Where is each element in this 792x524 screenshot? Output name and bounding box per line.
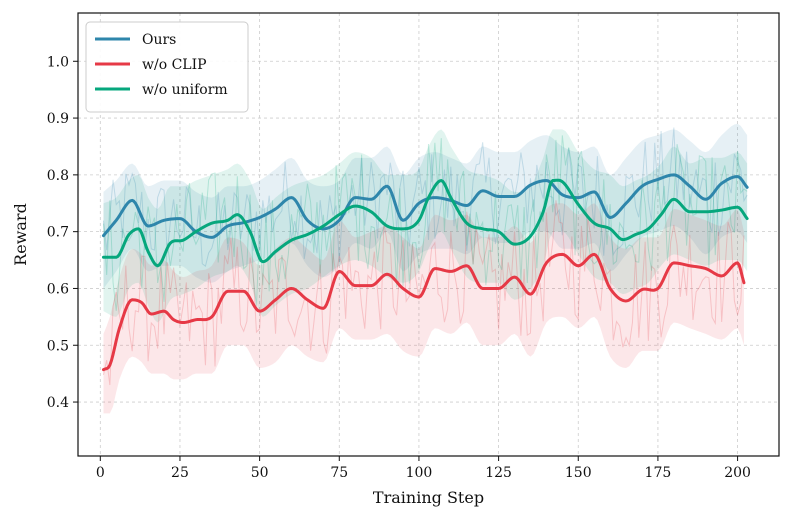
- y-tick-label: 0.4: [47, 395, 69, 411]
- noise-traces: [102, 127, 748, 386]
- x-tick-label: 175: [645, 465, 672, 481]
- line-w-o-uniform: [101, 178, 749, 268]
- band-w-o-uniform: [103, 129, 748, 323]
- y-axis-ticks: 0.4 0.5 0.6 0.7 0.8 0.9 1.0: [47, 54, 78, 411]
- plot-frame: [77, 12, 780, 457]
- y-axis-label: Reward: [11, 203, 30, 266]
- x-tick-label: 200: [724, 465, 751, 481]
- y-tick-label: 0.7: [47, 225, 69, 241]
- y-tick-label: 0.5: [47, 338, 69, 354]
- x-tick-label: 0: [96, 465, 105, 481]
- x-tick-label: 125: [485, 465, 512, 481]
- legend: Ours w/o CLIP w/o uniform: [85, 21, 249, 113]
- x-tick-label: 50: [251, 465, 269, 481]
- x-tick-label: 75: [330, 465, 348, 481]
- grid: [78, 13, 779, 456]
- x-axis-label: Training Step: [373, 488, 484, 507]
- x-tick-label: 25: [171, 465, 189, 481]
- raw-trace-w-o-clip: [103, 200, 745, 386]
- y-tick-label: 0.9: [47, 111, 69, 127]
- confidence-bands: [103, 123, 748, 414]
- legend-label-w-o-clip: w/o CLIP: [142, 57, 207, 73]
- x-axis-ticks: 0 25 50 75 100 125 150 175 200: [96, 456, 751, 481]
- line-ours: [101, 173, 749, 239]
- legend-label-ours: Ours: [142, 32, 176, 48]
- y-tick-label: 1.0: [47, 54, 69, 70]
- raw-trace-w-o-uniform: [102, 135, 748, 311]
- series-lines: [101, 173, 749, 372]
- y-tick-label: 0.6: [47, 281, 69, 297]
- band-w-o-clip: [103, 203, 744, 414]
- raw-trace-ours: [102, 127, 748, 268]
- legend-label-w-o-uniform: w/o uniform: [142, 82, 228, 98]
- x-tick-label: 100: [406, 465, 433, 481]
- y-tick-label: 0.8: [47, 168, 69, 184]
- line-w-o-clip: [101, 252, 746, 372]
- x-tick-label: 150: [565, 465, 592, 481]
